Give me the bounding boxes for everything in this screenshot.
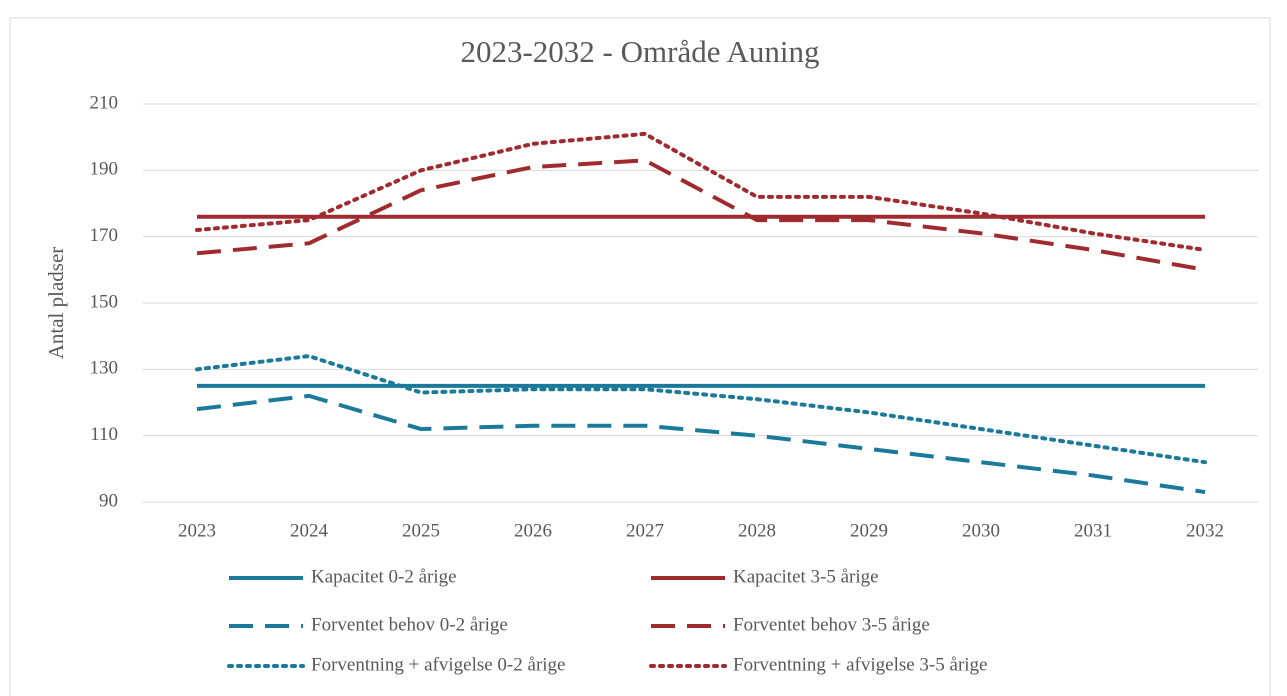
x-tick-label: 2025: [402, 520, 440, 541]
y-tick-label: 210: [90, 92, 119, 113]
y-tick-label: 170: [90, 225, 119, 246]
legend-label: Kapacitet 3-5 årige: [733, 566, 879, 587]
x-tick-label: 2028: [738, 520, 776, 541]
chart-frame: [9, 17, 1271, 696]
legend-label: Kapacitet 0-2 årige: [311, 566, 457, 587]
legend-label: Forventning + afvigelse 0-2 årige: [311, 654, 565, 675]
series-line: [195, 131, 1207, 252]
y-axis-label: Antal pladser: [44, 247, 68, 360]
x-tick-label: 2024: [290, 520, 329, 541]
series-line: [196, 158, 1206, 272]
y-tick-label: 110: [90, 424, 118, 445]
y-tick-label: 90: [99, 490, 118, 511]
x-tick-label: 2026: [514, 520, 552, 541]
x-tick-label: 2032: [1186, 520, 1224, 541]
x-tick-label: 2027: [626, 520, 664, 541]
series-line: [195, 354, 1207, 465]
x-tick-label: 2031: [1074, 520, 1112, 541]
chart-title: 2023-2032 - Område Auning: [460, 34, 819, 69]
y-tick-label: 130: [90, 358, 119, 379]
x-tick-label: 2023: [178, 520, 216, 541]
legend-label: Forventet behov 3-5 årige: [733, 614, 930, 635]
y-tick-label: 150: [90, 291, 119, 312]
x-tick-label: 2029: [850, 520, 888, 541]
legend-label: Forventning + afvigelse 3-5 årige: [733, 654, 987, 675]
series-line: [196, 393, 1206, 495]
x-tick-label: 2030: [962, 520, 1000, 541]
y-tick-label: 190: [90, 159, 119, 180]
legend-label: Forventet behov 0-2 årige: [311, 614, 508, 635]
